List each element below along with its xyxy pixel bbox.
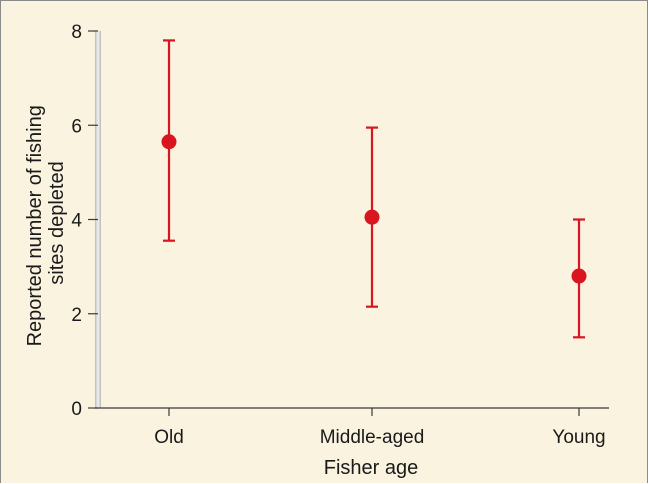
y-tick-label: 0	[71, 399, 82, 420]
y-axis-title-line-1: Reported number of fishing	[24, 105, 46, 346]
data-point	[364, 209, 380, 225]
data-point	[571, 268, 587, 284]
y-axis-title-line-2: sites depleted	[46, 161, 68, 284]
x-axis-title: Fisher age	[324, 457, 419, 479]
y-tick-label: 2	[71, 305, 82, 326]
y-axis-title: Reported number of fishing sites deplete…	[24, 100, 68, 347]
data-point	[161, 134, 177, 150]
y-tick-label: 4	[71, 211, 82, 232]
data-marks	[161, 39, 587, 339]
x-axis-ticks: Old Middle-aged Young	[154, 408, 606, 448]
x-tick-label: Middle-aged	[320, 427, 425, 448]
x-tick-label: Young	[552, 427, 605, 448]
x-tick-label: Old	[154, 427, 184, 448]
y-tick-label: 6	[71, 116, 82, 137]
y-axis-ticks: 0 2 4 6 8	[71, 22, 98, 420]
y-tick-label: 8	[71, 22, 82, 43]
axes	[95, 31, 609, 409]
